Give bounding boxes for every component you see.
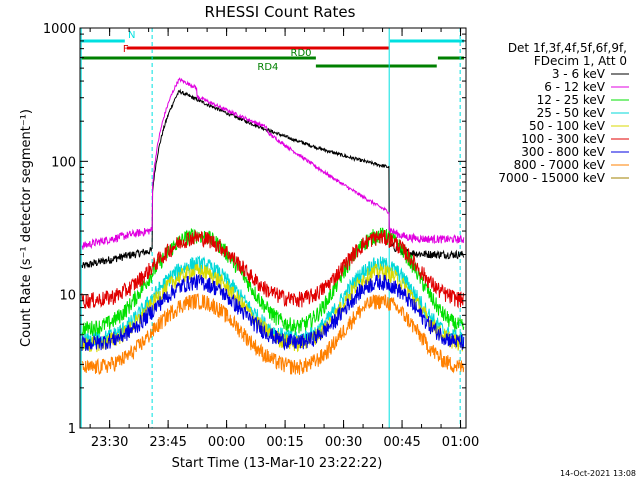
y-tick-label-100: 100 — [51, 155, 76, 170]
x-tick-label: 00:00 — [208, 435, 245, 450]
timestamp: 14-Oct-2021 13:08 — [560, 469, 636, 478]
legend: Det 1f,3f,4f,5f,6f,9f,FDecim 1, Att 03 -… — [498, 41, 629, 185]
series-line-800-7000-kev — [81, 293, 465, 375]
y-tick-label-1000: 1000 — [43, 22, 76, 37]
plot-frame — [79, 27, 467, 429]
x-tick-label: 01:00 — [442, 435, 479, 450]
chart-title: RHESSI Count Rates — [205, 3, 356, 21]
y-tick-label-1: 1 — [68, 422, 76, 437]
x-tick-label: 00:15 — [266, 435, 303, 450]
legend-entry-label: 25 - 50 keV — [537, 106, 606, 120]
y-tick-label-10: 10 — [59, 289, 76, 304]
flag-rd0-label: RD0 — [291, 48, 312, 59]
x-tick-label: 23:45 — [149, 435, 186, 450]
legend-entry-label: 3 - 6 keV — [552, 67, 606, 81]
data-layer: NF RD0 RD4 — [80, 28, 465, 428]
x-axis-label: Start Time (13-Mar-10 23:22:22) — [172, 456, 383, 471]
legend-entry-label: 12 - 25 keV — [537, 93, 606, 107]
series-line-6-12-kev — [81, 77, 465, 250]
flag-f-label: F — [123, 44, 129, 55]
flag-rd4-label: RD4 — [257, 62, 278, 73]
x-tick-label: 00:45 — [383, 435, 420, 450]
legend-header-line: Det 1f,3f,4f,5f,6f,9f, — [508, 41, 627, 55]
legend-header-line: FDecim 1, Att 0 — [534, 54, 627, 68]
x-tick-label: 00:30 — [325, 435, 362, 450]
series-line-3-6-kev — [81, 88, 465, 269]
legend-entry-label: 100 - 300 keV — [521, 132, 605, 146]
y-axis-label: Count Rate (s⁻¹ detector segment⁻¹) — [19, 109, 34, 347]
legend-entry-label: 7000 - 15000 keV — [498, 171, 605, 185]
series-line-100-300-kev — [81, 229, 465, 309]
legend-entry-label: 50 - 100 keV — [529, 119, 606, 133]
legend-entry-label: 6 - 12 keV — [544, 80, 606, 94]
x-tick-label: 23:30 — [91, 435, 128, 450]
flag-n-label: N — [128, 30, 135, 41]
axis-layer: 1 10 100 1000 23:30 23:45 00:00 00:15 00:30 00:45… — [43, 22, 479, 450]
legend-entry-label: 800 - 7000 keV — [514, 158, 606, 172]
legend-entry-label: 300 - 800 keV — [521, 145, 605, 159]
series-line-300-800-kev — [81, 273, 465, 352]
